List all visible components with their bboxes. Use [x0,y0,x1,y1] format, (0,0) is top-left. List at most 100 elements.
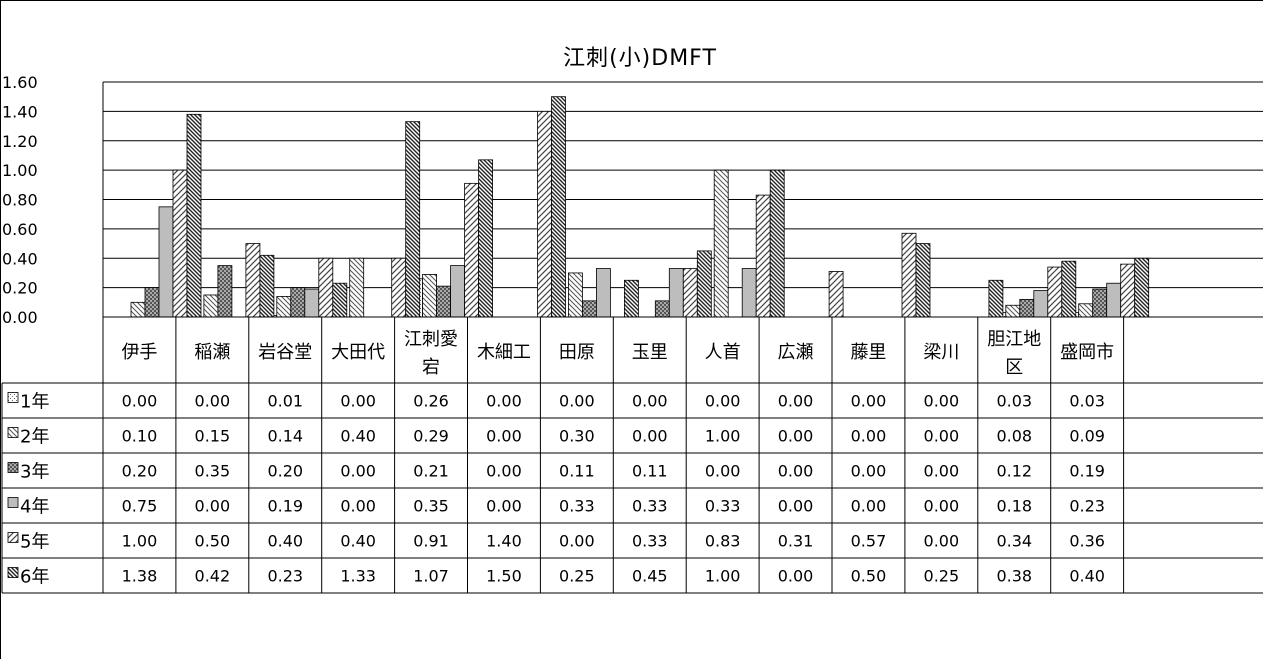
data-label: 1.07 [413,567,449,586]
data-label: 0.00 [778,497,814,516]
category-label: 岩谷堂 [258,342,312,363]
data-label: 1.50 [486,567,522,586]
bar [1047,266,1063,318]
data-label: 0.40 [340,427,376,446]
bar [624,279,639,318]
y-tick-label: 0.20 [2,279,38,298]
data-label: 0.03 [996,392,1032,411]
data-label: 0.57 [851,532,887,551]
data-label: 0.00 [340,462,376,481]
y-tick-label: 1.20 [2,132,38,151]
data-label: 0.00 [195,392,231,411]
data-label: 0.00 [340,392,376,411]
data-label: 0.30 [559,427,595,446]
data-label: 0.40 [267,532,303,551]
category-label: 江刺愛宕 [404,329,458,378]
bar [1078,303,1094,318]
data-label: 0.20 [267,462,303,481]
data-label: 0.35 [413,497,449,516]
bar [1005,304,1021,318]
data-label: 0.12 [996,462,1032,481]
data-label: 0.00 [924,427,960,446]
bar [450,265,466,318]
legend-label: 4年 [20,497,49,518]
data-label: 0.00 [559,392,595,411]
data-label: 0.38 [996,567,1032,586]
bar [217,265,233,318]
data-label: 0.31 [778,532,814,551]
data-label: 0.20 [122,462,158,481]
category-label: 藤里 [850,342,886,363]
data-label: 0.00 [122,392,158,411]
bar [276,296,292,318]
bar [436,285,452,318]
bar [245,243,261,318]
data-label: 0.36 [1069,532,1105,551]
bar [186,113,202,318]
data-label: 0.00 [924,462,960,481]
data-label: 0.00 [851,427,887,446]
data-label: 0.29 [413,427,449,446]
data-label: 0.00 [924,532,960,551]
data-label: 0.00 [195,497,231,516]
data-label: 0.21 [413,462,449,481]
data-label: 0.26 [413,392,449,411]
data-label: 0.19 [1069,462,1105,481]
bar [1092,288,1108,318]
data-label: 0.33 [559,497,595,516]
category-label: 伊手 [121,342,157,363]
data-label: 0.00 [778,392,814,411]
data-label: 0.23 [1069,497,1105,516]
data-label: 0.00 [778,567,814,586]
category-label: 人首 [705,342,741,363]
bar [1033,290,1049,318]
category-label: 玉里 [632,342,668,363]
legend-key [7,532,19,543]
data-label: 0.00 [486,427,522,446]
category-label: 胆江地区 [987,329,1041,378]
data-label: 1.38 [122,567,158,586]
data-label: 0.23 [267,567,303,586]
data-label: 0.00 [340,497,376,516]
data-label: 0.00 [705,462,741,481]
y-tick-label: 1.60 [2,73,38,92]
data-label: 0.75 [122,497,158,516]
category-label: 田原 [559,342,595,363]
legend-key [7,567,19,578]
category-label: 盛岡市 [1060,342,1114,363]
data-label: 0.00 [851,392,887,411]
data-label: 0.03 [1069,392,1105,411]
data-label: 0.10 [122,427,158,446]
y-tick-label: 1.40 [2,102,38,121]
data-label: 0.00 [486,462,522,481]
bar [318,257,334,318]
data-label: 0.33 [632,532,668,551]
bar [568,272,583,318]
bar [988,279,1004,318]
y-tick-label: 0.60 [2,220,38,239]
bar [464,182,480,318]
category-label: 広瀬 [778,342,814,363]
legend-label: 6年 [20,567,49,588]
data-label: 0.00 [851,497,887,516]
data-label: 0.33 [705,497,741,516]
legend-key [7,497,19,508]
data-label: 0.25 [924,567,960,586]
data-label: 0.42 [195,567,231,586]
bar [915,243,931,318]
data-label: 0.50 [195,532,231,551]
bar [1134,257,1150,318]
data-label: 1.00 [122,532,158,551]
data-label: 0.00 [632,392,668,411]
y-tick-label: 0.00 [2,308,38,327]
y-tick-label: 1.00 [2,161,38,180]
data-label: 0.00 [924,392,960,411]
bar [769,169,785,318]
data-label: 0.00 [486,497,522,516]
data-label: 0.33 [632,497,668,516]
bar [828,271,844,318]
data-label: 0.25 [559,567,595,586]
bar [130,301,146,318]
data-label: 0.08 [996,427,1032,446]
